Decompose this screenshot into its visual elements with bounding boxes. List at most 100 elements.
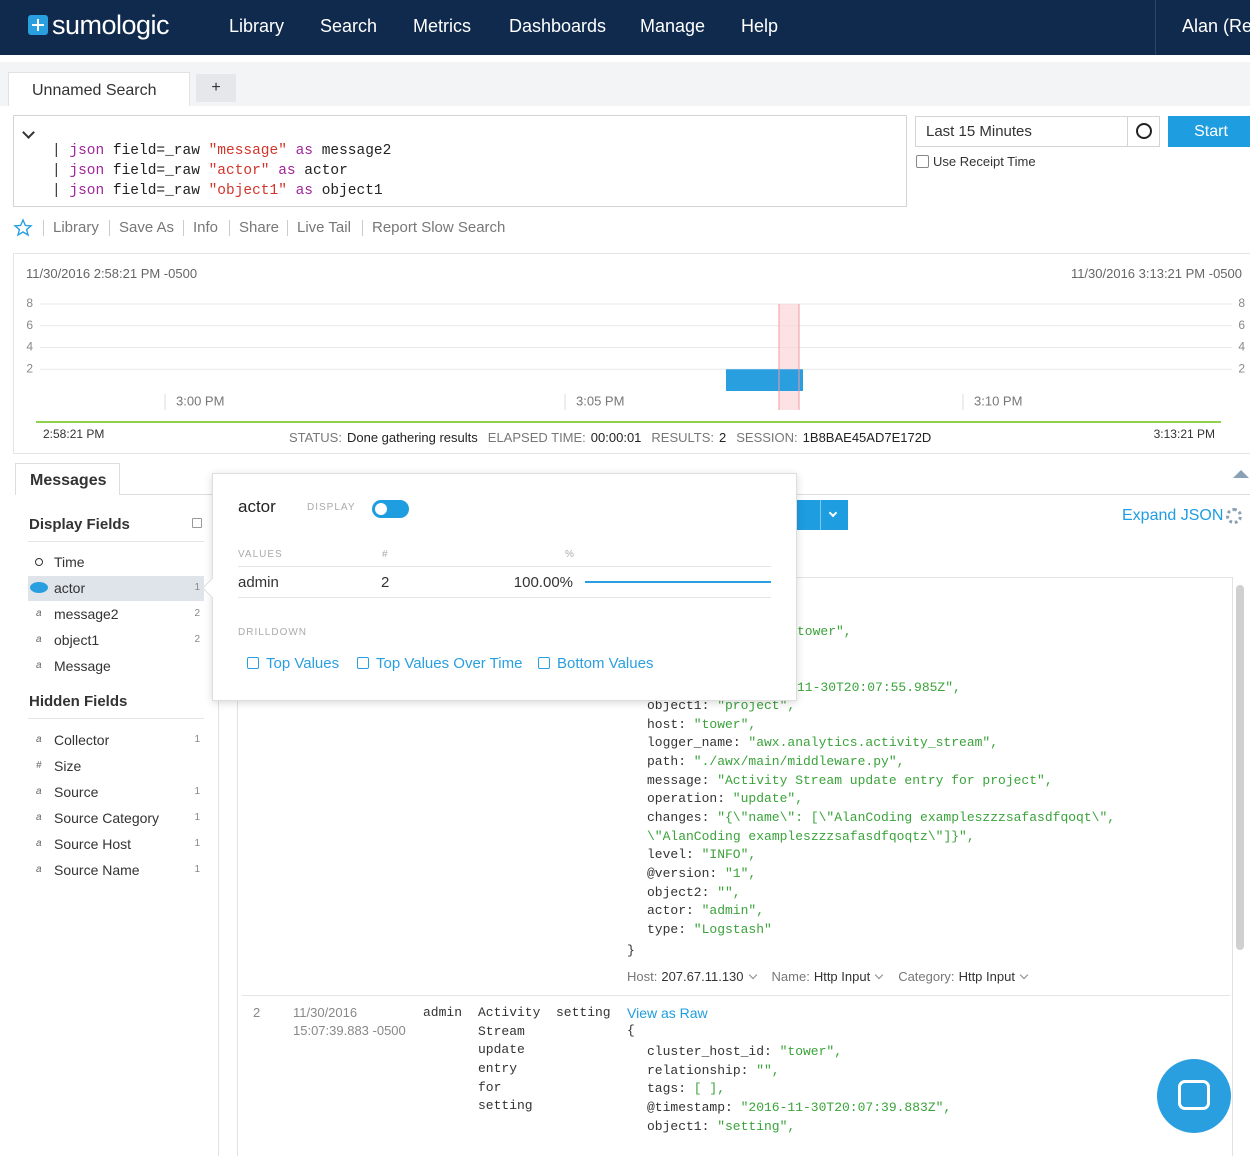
query-token: object1 [321, 183, 383, 199]
value-name[interactable]: admin [238, 574, 279, 591]
field-name[interactable]: Size [54, 758, 82, 774]
json-value: "Activity Stream update entry for projec… [717, 772, 1053, 788]
time-range[interactable] [915, 116, 1128, 147]
pct-header: % [565, 549, 574, 560]
nav-item[interactable]: Search [320, 16, 378, 36]
field-name[interactable]: actor [54, 580, 86, 596]
save-icon[interactable] [192, 518, 202, 528]
nav-item[interactable]: Dashboards [509, 16, 607, 36]
nav-item[interactable]: Metrics [413, 16, 471, 36]
x-tick-label: 3:10 PM [974, 393, 1022, 408]
drilldown-link[interactable]: Bottom Values [557, 655, 654, 672]
meta-label: Name: [771, 969, 810, 984]
tab-add-label[interactable]: + [211, 79, 221, 96]
field-count: 1 [194, 734, 200, 745]
field-type-icon: # [36, 760, 42, 771]
nav-item[interactable]: Help [741, 16, 779, 36]
status-value: 00:00:01 [590, 430, 642, 445]
field-name[interactable]: Message [54, 658, 111, 674]
nav-item[interactable]: Library [229, 16, 285, 36]
drilldown-link[interactable]: Top Values [266, 655, 340, 672]
logo: sumologic [52, 10, 170, 40]
messages-tab-label[interactable]: Messages [30, 472, 107, 489]
field-count: 1 [194, 838, 200, 849]
time-range-value: Last 15 Minutes [926, 123, 1032, 140]
query-token: field=_raw [104, 143, 209, 159]
meta-value[interactable]: Http Input [813, 969, 871, 984]
range-start: 2:58:21 PM [43, 427, 104, 441]
clock-icon [35, 558, 43, 566]
meta-value[interactable]: 207.67.11.130 [661, 969, 744, 984]
user-menu[interactable]: Alan (Re [1182, 16, 1250, 36]
collapse-arrow[interactable] [1233, 470, 1249, 478]
field-count: 2 [194, 608, 200, 619]
json-key: object1: [647, 698, 710, 713]
json-key: @version: [647, 866, 718, 882]
chat-bubble[interactable] [1157, 1059, 1231, 1133]
nav-item[interactable]: Manage [640, 16, 706, 36]
status-value: 2 [719, 430, 727, 445]
toolbar-item[interactable]: Library [53, 219, 99, 236]
nav-bar [0, 0, 1250, 55]
favorite-star[interactable] [13, 218, 33, 238]
field-name[interactable]: Source [54, 784, 99, 800]
expand-json[interactable]: Expand JSON [1122, 507, 1224, 524]
messages-tab[interactable] [15, 463, 120, 495]
y-tick-label-right: 4 [1238, 340, 1245, 354]
field-count: 1 [194, 864, 200, 875]
message-actor: admin [423, 1005, 463, 1020]
drilldown-header: DRILLDOWN [238, 627, 308, 638]
receipt-checkbox[interactable] [916, 155, 929, 168]
toolbar-item[interactable]: Report Slow Search [372, 219, 506, 236]
field-type-icon: a [36, 608, 42, 619]
json-fragment: tower", [797, 624, 852, 639]
json-value: "", [717, 884, 741, 900]
json-value: "INFO", [701, 847, 757, 863]
status-label: ELAPSED TIME: [487, 430, 586, 445]
link-icon[interactable] [357, 657, 369, 669]
json-value: "tower", [693, 716, 757, 732]
field-name[interactable]: Source Category [54, 810, 160, 826]
field-name[interactable]: Source Host [54, 836, 132, 852]
tab-add[interactable] [196, 74, 236, 102]
field-name[interactable]: Time [54, 554, 85, 570]
fields-rule [28, 541, 204, 542]
query-token: as [286, 143, 322, 159]
toolbar-item[interactable]: Live Tail [297, 219, 351, 236]
toolbar-item[interactable]: Info [193, 219, 219, 236]
field-name[interactable]: message2 [54, 606, 119, 622]
view-as-raw[interactable]: View as Raw [627, 1005, 708, 1021]
timeline-start: 11/30/2016 2:58:21 PM -0500 [26, 266, 198, 281]
nav-divider [1155, 0, 1156, 55]
tab[interactable] [8, 72, 190, 106]
link-icon[interactable] [247, 657, 259, 669]
json-value: "", [756, 1062, 780, 1078]
field-name[interactable]: Source Name [54, 862, 140, 878]
x-tick-label: 3:05 PM [576, 393, 624, 408]
chat-icon [1178, 1080, 1210, 1110]
field-name[interactable]: Collector [54, 732, 110, 748]
link-icon[interactable] [538, 657, 550, 669]
popup-rule [238, 597, 771, 598]
query-token: json [69, 183, 105, 199]
gear-icon[interactable] [1226, 508, 1242, 524]
toolbar-separator [109, 220, 110, 236]
clock-icon [1136, 123, 1152, 139]
start-button[interactable] [1168, 116, 1250, 147]
start-label[interactable]: Start [1194, 123, 1228, 140]
json-value: "./awx/main/middleware.py", [693, 754, 905, 769]
count-header: # [382, 549, 388, 560]
toolbar-separator [229, 220, 230, 236]
query-box [13, 115, 907, 207]
json-value: "1", [725, 866, 757, 882]
query-token: json [69, 163, 105, 179]
results-button[interactable] [797, 500, 848, 530]
toolbar-item[interactable]: Save As [119, 219, 175, 236]
meta-value[interactable]: Http Input [958, 969, 1015, 984]
drilldown-link[interactable]: Top Values Over Time [376, 655, 523, 672]
json-key: operation: [647, 791, 726, 807]
clock-button[interactable] [1128, 116, 1160, 147]
field-name[interactable]: object1 [54, 632, 100, 648]
toolbar-item[interactable]: Share [239, 219, 280, 236]
json-key: cluster_host_id: [647, 1044, 772, 1059]
